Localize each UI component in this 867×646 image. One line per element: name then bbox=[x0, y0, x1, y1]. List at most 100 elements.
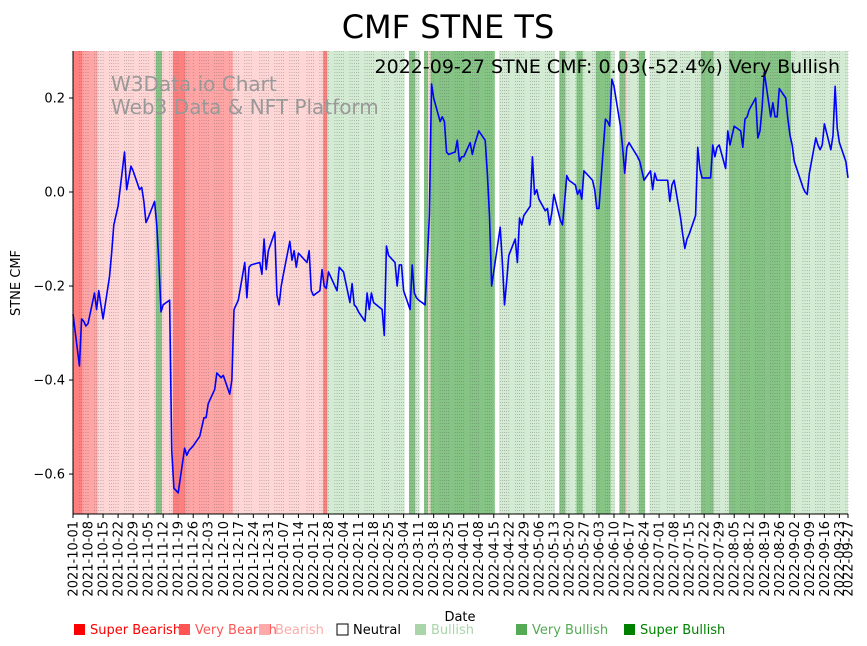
x-tick-label: 2021-12-03 bbox=[202, 521, 217, 597]
x-tick-label: 2022-01-21 bbox=[307, 521, 322, 597]
x-tick-label: 2022-06-03 bbox=[592, 521, 607, 597]
regime-band bbox=[499, 51, 555, 514]
regime-band bbox=[565, 51, 577, 514]
x-tick-label: 2022-01-14 bbox=[292, 521, 307, 597]
legend-label: Super Bearish bbox=[90, 623, 181, 638]
regime-bands bbox=[73, 51, 848, 514]
legend-label: Super Bullish bbox=[640, 623, 725, 638]
x-tick-label: 2022-06-17 bbox=[623, 521, 638, 597]
legend-swatch bbox=[74, 624, 85, 635]
legend-label: Very Bearish bbox=[195, 623, 277, 638]
y-tick-label: 0.2 bbox=[44, 92, 65, 107]
x-tick-label: 2022-08-26 bbox=[773, 521, 788, 597]
x-tick-label: 2022-04-22 bbox=[502, 521, 517, 597]
regime-band bbox=[82, 51, 98, 514]
x-tick-label: 2022-08-12 bbox=[743, 521, 758, 597]
legend-label: Bullish bbox=[431, 623, 474, 638]
legend-swatch bbox=[259, 624, 270, 635]
x-tick-label: 2021-11-19 bbox=[172, 521, 187, 597]
x-tick-label: 2021-12-31 bbox=[262, 521, 277, 597]
x-tick-label: 2022-02-11 bbox=[352, 521, 367, 597]
x-tick-label: 2021-10-08 bbox=[82, 521, 97, 597]
regime-band bbox=[582, 51, 596, 514]
x-tick-label: 2021-12-24 bbox=[247, 521, 262, 597]
regime-band bbox=[700, 51, 714, 514]
x-tick-label: 2022-03-18 bbox=[427, 521, 442, 597]
watermark-line-1: W3Data.io Chart bbox=[111, 72, 277, 96]
regime-band bbox=[649, 51, 701, 514]
regime-band bbox=[713, 51, 729, 514]
legend-label: Bearish bbox=[275, 623, 324, 638]
x-tick-label: 2022-04-29 bbox=[517, 521, 532, 597]
regime-band bbox=[162, 51, 173, 514]
regime-band bbox=[595, 51, 611, 514]
regime-band bbox=[327, 51, 405, 514]
x-tick-label: 2022-09-16 bbox=[818, 521, 833, 597]
legend-label: Neutral bbox=[353, 623, 401, 638]
x-tick-label: 2022-01-28 bbox=[322, 521, 337, 597]
regime-band bbox=[791, 51, 848, 514]
x-tick-label: 2022-09-23 bbox=[833, 521, 848, 597]
watermark-line-2: Web3 Data & NFT Platform bbox=[111, 95, 379, 119]
cmf-series-line bbox=[72, 71, 849, 494]
legend-label: Very Bullish bbox=[532, 623, 608, 638]
regime-band bbox=[73, 51, 83, 514]
series-group bbox=[72, 71, 849, 494]
x-tick-label: 2021-12-10 bbox=[217, 521, 232, 597]
x-ticks: 2021-10-01 2021-10-08 2021-10-15 2021-10-22… bbox=[67, 514, 857, 597]
x-tick-label: 2021-10-29 bbox=[127, 521, 142, 597]
legend-swatch bbox=[516, 624, 527, 635]
x-tick-label: 2022-03-04 bbox=[397, 521, 412, 597]
x-axis-label: Date bbox=[444, 610, 475, 625]
x-tick-label: 2022-04-01 bbox=[457, 521, 472, 597]
x-tick-label: 2022-01-07 bbox=[277, 521, 292, 597]
x-tick-label: 2021-12-17 bbox=[232, 521, 247, 597]
y-ticks: 0.2 0.0 −0.2 −0.4 −0.6 bbox=[33, 92, 73, 483]
x-tick-label: 2022-09-02 bbox=[788, 521, 803, 597]
x-tick-label: 2022-02-25 bbox=[382, 521, 397, 597]
y-tick-label: −0.6 bbox=[33, 468, 65, 483]
x-tick-label: 2022-07-15 bbox=[683, 521, 698, 597]
x-tick-label: 2021-11-12 bbox=[157, 521, 172, 597]
regime-band bbox=[323, 51, 328, 514]
legend-swatch bbox=[624, 624, 635, 635]
x-tick-label: 2021-10-01 bbox=[67, 521, 82, 597]
x-tick-label: 2021-11-05 bbox=[142, 521, 157, 597]
x-tick-label: 2021-10-15 bbox=[97, 521, 112, 597]
y-tick-label: −0.4 bbox=[33, 374, 65, 389]
x-tick-label: 2022-03-11 bbox=[412, 521, 427, 597]
x-tick-label: 2021-11-26 bbox=[187, 521, 202, 597]
regime-band bbox=[610, 51, 616, 514]
x-tick-label: 2022-04-15 bbox=[487, 521, 502, 597]
x-tick-label: 2021-10-22 bbox=[112, 521, 127, 597]
x-tick-label: 2022-08-19 bbox=[758, 521, 773, 597]
x-tick-label: 2022-08-05 bbox=[728, 521, 743, 597]
regime-band bbox=[415, 51, 420, 514]
x-tick-label: 2022-03-25 bbox=[442, 521, 457, 597]
x-tick-label: 2022-05-06 bbox=[532, 521, 547, 597]
chart-annotation: 2022-09-27 STNE CMF: 0.03(-52.4%) Very B… bbox=[375, 56, 840, 78]
legend-swatch bbox=[415, 624, 426, 635]
x-tick-label: 2022-04-08 bbox=[472, 521, 487, 597]
chart-title: CMF STNE TS bbox=[342, 8, 555, 46]
y-tick-label: −0.2 bbox=[33, 280, 65, 295]
regime-band bbox=[627, 51, 639, 514]
legend-swatch bbox=[336, 623, 349, 636]
x-tick-label: 2022-06-24 bbox=[638, 521, 653, 597]
x-tick-label: 2022-07-01 bbox=[653, 521, 668, 597]
x-tick-label: 2022-09-27 bbox=[842, 521, 857, 597]
x-tick-label: 2022-06-10 bbox=[607, 521, 622, 597]
x-tick-label: 2022-07-08 bbox=[668, 521, 683, 597]
x-tick-label: 2022-07-22 bbox=[698, 521, 713, 597]
x-tick-label: 2022-02-18 bbox=[367, 521, 382, 597]
regime-band bbox=[185, 51, 233, 514]
x-tick-label: 2022-05-20 bbox=[562, 521, 577, 597]
y-axis-label: STNE CMF bbox=[9, 250, 24, 316]
x-tick-label: 2022-05-27 bbox=[577, 521, 592, 597]
x-tick-label: 2022-09-09 bbox=[803, 521, 818, 597]
x-tick-label: 2022-07-29 bbox=[713, 521, 728, 597]
legend-swatch bbox=[179, 624, 190, 635]
y-tick-label: 0.0 bbox=[44, 186, 65, 201]
